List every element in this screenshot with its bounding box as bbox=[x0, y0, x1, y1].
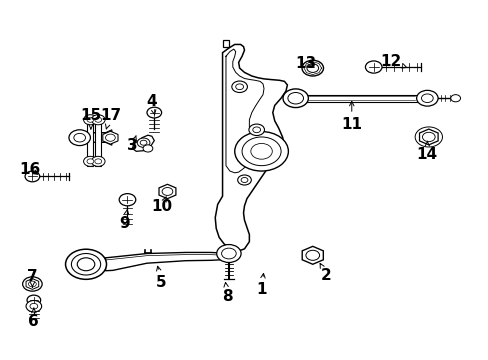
Polygon shape bbox=[159, 184, 176, 199]
Circle shape bbox=[302, 60, 323, 76]
Polygon shape bbox=[95, 116, 101, 166]
Text: 3: 3 bbox=[127, 136, 138, 153]
Circle shape bbox=[162, 188, 172, 195]
Circle shape bbox=[305, 250, 319, 260]
Circle shape bbox=[22, 277, 42, 291]
Circle shape bbox=[245, 139, 277, 163]
Circle shape bbox=[30, 303, 38, 309]
Text: 2: 2 bbox=[320, 264, 331, 283]
Text: 13: 13 bbox=[294, 56, 315, 71]
Text: 1: 1 bbox=[256, 274, 266, 297]
Circle shape bbox=[414, 127, 442, 147]
Polygon shape bbox=[26, 279, 39, 289]
Circle shape bbox=[365, 61, 381, 73]
Circle shape bbox=[450, 95, 460, 102]
Polygon shape bbox=[102, 131, 118, 144]
Circle shape bbox=[421, 94, 432, 103]
Polygon shape bbox=[105, 248, 228, 271]
Circle shape bbox=[306, 64, 318, 72]
Circle shape bbox=[221, 248, 236, 259]
Circle shape bbox=[422, 132, 434, 141]
Circle shape bbox=[234, 132, 288, 171]
Circle shape bbox=[237, 175, 251, 185]
Circle shape bbox=[69, 130, 90, 145]
Circle shape bbox=[287, 93, 303, 104]
Circle shape bbox=[105, 134, 115, 141]
Circle shape bbox=[283, 89, 308, 108]
Polygon shape bbox=[88, 130, 112, 135]
Circle shape bbox=[77, 258, 95, 271]
Text: 7: 7 bbox=[27, 269, 38, 287]
Circle shape bbox=[137, 138, 150, 147]
Text: 4: 4 bbox=[146, 94, 157, 114]
Circle shape bbox=[25, 171, 40, 182]
Text: 14: 14 bbox=[416, 141, 437, 162]
Circle shape bbox=[87, 117, 94, 122]
Circle shape bbox=[241, 177, 247, 183]
Circle shape bbox=[235, 84, 243, 90]
Circle shape bbox=[119, 194, 136, 206]
Circle shape bbox=[143, 145, 153, 152]
Polygon shape bbox=[87, 116, 93, 166]
Polygon shape bbox=[306, 95, 416, 102]
Text: 9: 9 bbox=[120, 210, 130, 230]
Circle shape bbox=[91, 156, 105, 166]
Circle shape bbox=[250, 143, 272, 159]
Circle shape bbox=[26, 301, 41, 312]
Circle shape bbox=[216, 244, 241, 262]
Polygon shape bbox=[132, 135, 154, 151]
Circle shape bbox=[28, 281, 36, 287]
Text: 10: 10 bbox=[151, 197, 172, 215]
Circle shape bbox=[65, 249, 106, 279]
Circle shape bbox=[147, 107, 161, 118]
Text: 15: 15 bbox=[80, 108, 101, 129]
Circle shape bbox=[416, 90, 437, 106]
Text: 16: 16 bbox=[20, 162, 41, 177]
Circle shape bbox=[83, 156, 97, 166]
Text: 8: 8 bbox=[222, 283, 232, 304]
Circle shape bbox=[27, 280, 37, 288]
Polygon shape bbox=[302, 246, 323, 264]
Polygon shape bbox=[88, 139, 112, 145]
Circle shape bbox=[252, 127, 260, 133]
Circle shape bbox=[87, 159, 94, 164]
Circle shape bbox=[91, 115, 105, 125]
Polygon shape bbox=[222, 40, 228, 47]
Circle shape bbox=[248, 124, 264, 135]
Polygon shape bbox=[215, 44, 287, 251]
Circle shape bbox=[231, 81, 247, 93]
Circle shape bbox=[71, 253, 101, 275]
Circle shape bbox=[83, 115, 97, 125]
Circle shape bbox=[95, 159, 102, 164]
Text: 11: 11 bbox=[341, 102, 362, 132]
Text: 6: 6 bbox=[28, 308, 39, 329]
Text: 5: 5 bbox=[156, 266, 166, 290]
Text: 17: 17 bbox=[100, 108, 121, 129]
Circle shape bbox=[242, 137, 281, 166]
Polygon shape bbox=[419, 129, 437, 145]
Text: 12: 12 bbox=[379, 54, 406, 69]
Circle shape bbox=[74, 134, 85, 142]
Circle shape bbox=[27, 295, 41, 305]
Circle shape bbox=[95, 117, 102, 122]
Circle shape bbox=[140, 140, 147, 145]
